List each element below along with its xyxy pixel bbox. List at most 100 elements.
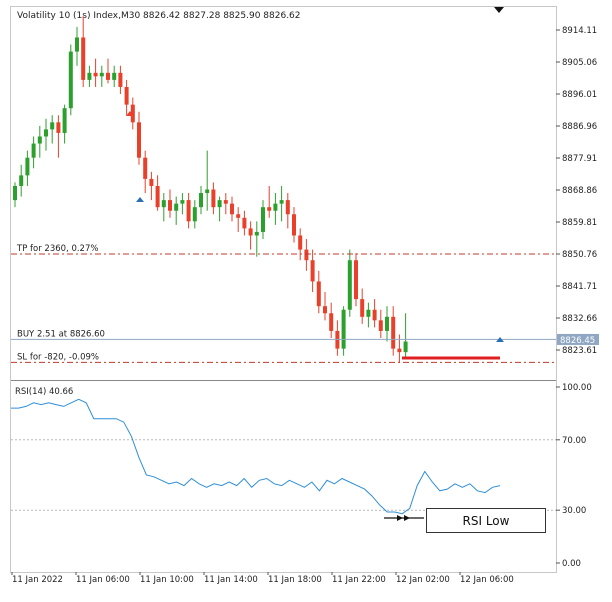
candle-body bbox=[223, 200, 228, 204]
candle-body bbox=[81, 37, 86, 80]
candle bbox=[285, 193, 290, 229]
candle-body bbox=[217, 200, 222, 208]
candle-body bbox=[168, 200, 172, 211]
candle-body bbox=[13, 185, 17, 201]
candle bbox=[329, 302, 334, 339]
candle bbox=[242, 210, 247, 236]
candle-body bbox=[292, 214, 296, 236]
time-tick-label: 12 Jan 06:00 bbox=[460, 575, 514, 585]
chart-shift-icon[interactable] bbox=[494, 7, 504, 13]
price-tick-label: 8868.86 bbox=[562, 186, 597, 196]
rsi-pane[interactable]: RSI(14) 40.66 RSI Low bbox=[11, 387, 556, 533]
candle bbox=[341, 306, 346, 356]
price-tick-label: 8905.06 bbox=[562, 58, 597, 68]
candle bbox=[124, 79, 129, 116]
candle bbox=[155, 175, 160, 211]
candle-body bbox=[93, 72, 98, 77]
candle bbox=[223, 193, 228, 215]
candle-body bbox=[360, 299, 365, 317]
candle-body bbox=[137, 122, 141, 158]
time-tick-label: 11 Jan 18:00 bbox=[268, 575, 322, 585]
price-tick-label: 8832.66 bbox=[562, 314, 597, 324]
candle-body bbox=[37, 136, 42, 144]
price-tick-label: 8896.01 bbox=[562, 90, 597, 100]
candle bbox=[217, 196, 222, 222]
candle-body bbox=[391, 316, 396, 349]
price-chart-pane[interactable]: Volatility 10 (1s) Index,M30 8826.42 882… bbox=[11, 7, 556, 379]
candle bbox=[360, 288, 365, 324]
candle-body bbox=[261, 207, 265, 232]
candle-body bbox=[279, 200, 284, 204]
candle bbox=[248, 221, 253, 250]
candle-body bbox=[118, 72, 123, 87]
candle bbox=[236, 207, 241, 232]
candle bbox=[186, 193, 191, 229]
candle-body bbox=[267, 207, 272, 211]
candle-body bbox=[161, 200, 166, 208]
candle bbox=[354, 253, 358, 307]
time-tick-label: 11 Jan 2022 bbox=[12, 575, 63, 585]
candle-body bbox=[323, 306, 327, 314]
candle-body bbox=[397, 348, 402, 353]
time-tick-label: 11 Jan 22:00 bbox=[332, 575, 386, 585]
candle-body bbox=[211, 189, 216, 208]
candle-body bbox=[68, 51, 73, 109]
candle-body bbox=[403, 341, 408, 353]
price-tick-label: 8877.91 bbox=[562, 154, 597, 164]
candle-body bbox=[124, 86, 129, 105]
rsi-tick-label: 100.00 bbox=[562, 383, 592, 393]
candle bbox=[68, 44, 73, 116]
candle bbox=[143, 150, 148, 194]
candle bbox=[316, 270, 321, 314]
candle-body bbox=[310, 260, 315, 282]
candle bbox=[267, 185, 272, 218]
candle bbox=[174, 196, 179, 225]
candle-body bbox=[186, 200, 191, 222]
candle-body bbox=[143, 157, 148, 179]
candle bbox=[211, 182, 216, 215]
candle bbox=[106, 58, 110, 84]
price-pane-background bbox=[11, 7, 556, 379]
candle bbox=[81, 16, 86, 87]
candle-body bbox=[130, 104, 135, 123]
candle bbox=[378, 309, 383, 339]
rsi-tick-label: 30.00 bbox=[562, 506, 586, 516]
stop-loss-label: SL for -820, -0.09% bbox=[17, 352, 99, 362]
price-tick-label: 8823.61 bbox=[562, 346, 597, 356]
candle-body bbox=[298, 235, 303, 250]
candle-body bbox=[372, 309, 377, 321]
rsi-low-box bbox=[426, 508, 546, 533]
candle-body bbox=[354, 260, 358, 300]
arrow-right-icon bbox=[397, 515, 403, 521]
candle-body bbox=[242, 217, 247, 229]
candle-body bbox=[273, 203, 278, 211]
candle bbox=[385, 306, 389, 342]
candle bbox=[391, 306, 396, 356]
candle-body bbox=[155, 185, 160, 208]
candle-body bbox=[192, 207, 197, 222]
candle bbox=[347, 249, 352, 317]
rsi-low-text: RSI Low bbox=[463, 514, 510, 528]
candle-body bbox=[329, 313, 334, 331]
candle bbox=[137, 111, 141, 165]
candle-body bbox=[87, 72, 92, 80]
candle bbox=[292, 207, 296, 243]
candle bbox=[254, 221, 259, 257]
candle bbox=[44, 118, 48, 151]
price-tick-label: 8841.71 bbox=[562, 282, 597, 292]
current-price-badge: 8826.45 bbox=[557, 333, 599, 346]
candle bbox=[279, 185, 284, 222]
candle bbox=[298, 228, 303, 261]
candle bbox=[403, 313, 408, 360]
time-tick-label: 12 Jan 02:00 bbox=[396, 575, 450, 585]
candle-body bbox=[112, 72, 117, 80]
time-axis: 11 Jan 2022 11 Jan 06:00 11 Jan 10:00 11 Ja… bbox=[11, 572, 514, 585]
candle bbox=[230, 196, 234, 222]
candle bbox=[192, 200, 197, 229]
time-tick-label: 11 Jan 06:00 bbox=[76, 575, 130, 585]
candle bbox=[149, 171, 154, 201]
price-tick-label: 8850.76 bbox=[562, 250, 597, 260]
candle bbox=[93, 58, 98, 87]
candle-body bbox=[366, 309, 371, 317]
